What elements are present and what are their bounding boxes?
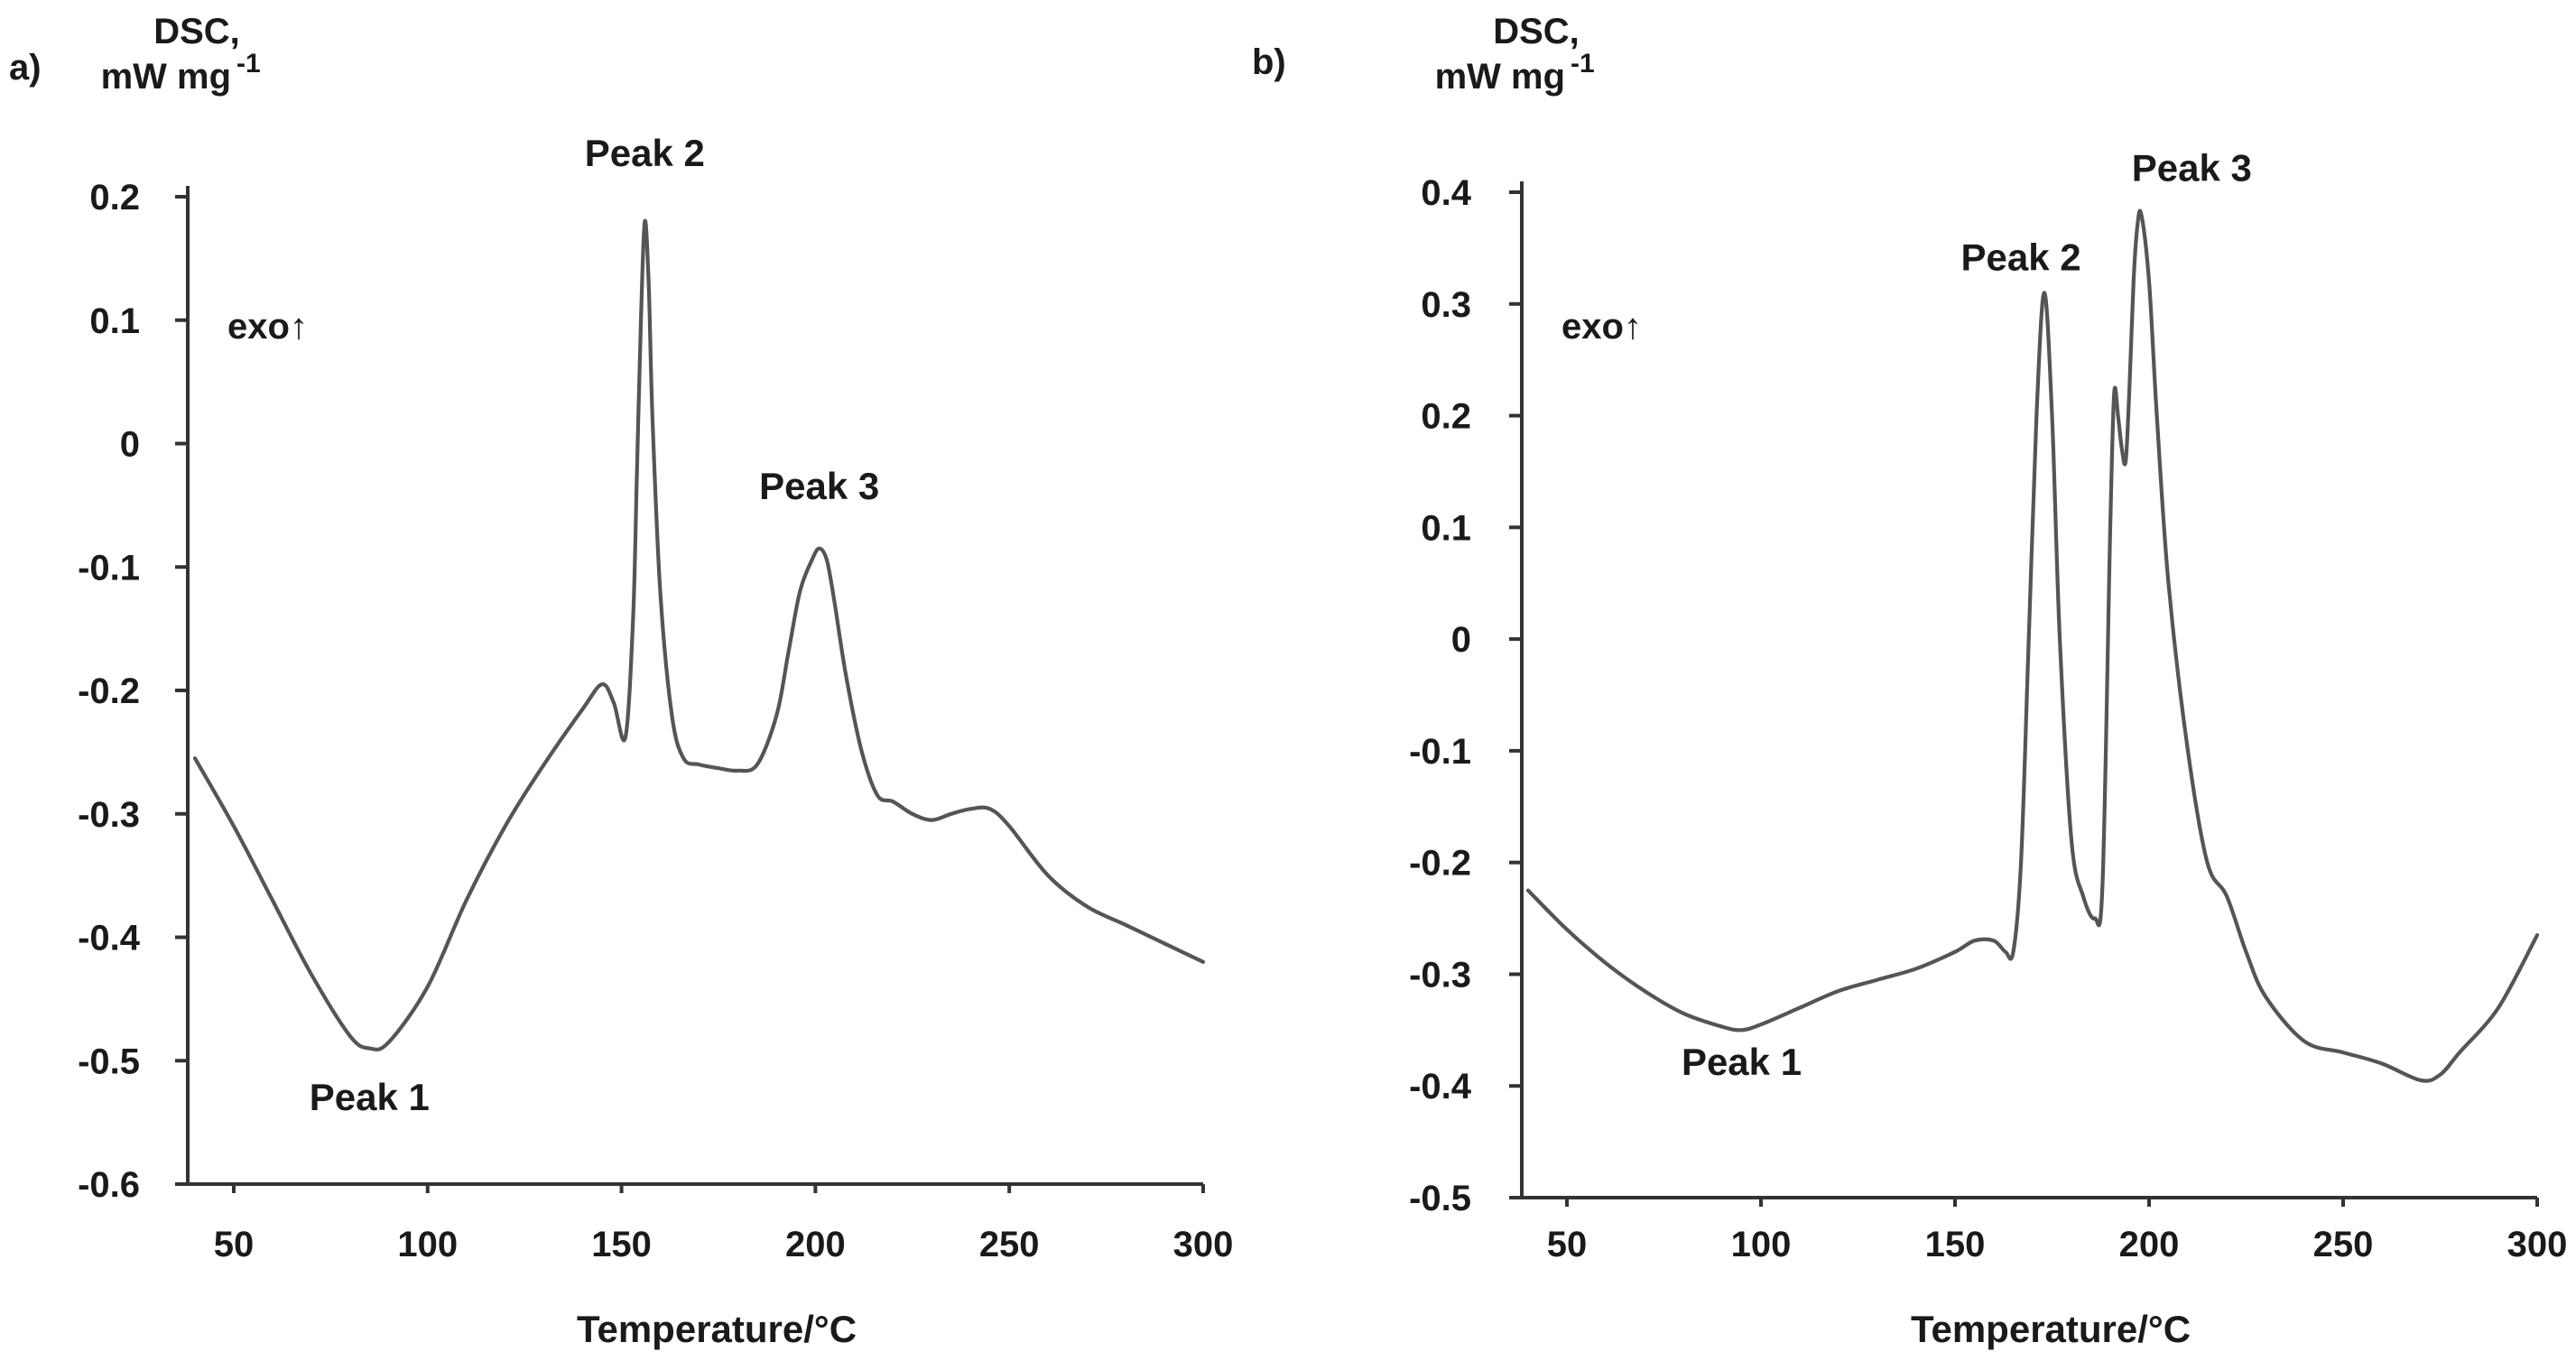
panel-b-xlabel: Temperature/°C <box>1911 1308 2191 1350</box>
x-tick-label: 200 <box>785 1225 846 1264</box>
x-tick-label: 300 <box>1173 1225 1234 1264</box>
panel-b-axes <box>1520 181 2537 1199</box>
panel-b-xticks: 50 100 150 200 250 300 <box>1547 1198 2568 1264</box>
panel-a-ylabel-line1: DSC, <box>153 12 240 51</box>
x-tick-label: 250 <box>979 1225 1040 1264</box>
y-tick-label: 0 <box>1451 620 1471 660</box>
y-tick-label: 0.1 <box>1421 508 1471 548</box>
x-tick-label: 100 <box>397 1225 458 1264</box>
x-tick-label: 150 <box>591 1225 652 1264</box>
panel-b-annotations: Peak 1 Peak 2 Peak 3 <box>1682 147 2252 1083</box>
panel-a-ylabel-line2: mW mg <box>101 57 231 97</box>
x-tick-label: 50 <box>214 1225 255 1264</box>
panel-b-dsc-curve <box>1525 208 2540 1083</box>
x-tick-label: 100 <box>1731 1225 1792 1264</box>
y-tick-label: -0.1 <box>78 548 140 588</box>
x-tick-label: 200 <box>2119 1225 2180 1264</box>
y-tick-label: -0.4 <box>78 919 141 958</box>
y-tick-label: -0.1 <box>1409 732 1471 772</box>
panel-a-dsc-curve <box>192 218 1206 1052</box>
panel-b-ylabel-exponent: -1 <box>1571 49 1595 79</box>
panel-b-ylabel-line1: DSC, <box>1493 12 1580 51</box>
panel-b-ylabel-line2: mW mg <box>1435 57 1565 97</box>
peak-annotation: Peak 3 <box>2132 147 2252 190</box>
x-tick-label: 50 <box>1547 1225 1588 1264</box>
panel-a-xticks: 50 100 150 200 250 300 <box>214 1184 1234 1264</box>
panel-b: b) DSC, mW mg -1 exo↑ Temperature/°C 0.4… <box>1252 12 2567 1350</box>
panel-a-yticks: 0.2 0.1 0 -0.1 -0.2 -0.3 -0.4 -0.5 -0.6 <box>78 178 188 1205</box>
y-tick-label: -0.4 <box>1409 1067 1472 1106</box>
y-tick-label: -0.6 <box>78 1165 140 1205</box>
y-tick-label: 0.4 <box>1421 173 1471 213</box>
y-tick-label: -0.2 <box>78 671 140 711</box>
peak-annotation: Peak 2 <box>1961 236 2081 279</box>
y-tick-label: 0.2 <box>1421 397 1471 437</box>
panel-b-label: b) <box>1252 42 1286 82</box>
peak-annotation: Peak 1 <box>1682 1041 1802 1083</box>
x-tick-label: 250 <box>2313 1225 2374 1264</box>
y-tick-label: 0.2 <box>89 178 140 218</box>
y-tick-label: -0.5 <box>78 1042 140 1081</box>
panel-a-ylabel-exponent: -1 <box>236 49 261 79</box>
y-tick-label: 0.3 <box>1421 285 1471 325</box>
panel-a-exo-label: exo↑ <box>227 307 308 347</box>
panel-b-yticks: 0.4 0.3 0.2 0.1 0 -0.1 -0.2 -0.3 -0.4 -0.5 <box>1409 173 1522 1218</box>
x-tick-label: 150 <box>1925 1225 1986 1264</box>
y-tick-label: -0.3 <box>1409 955 1471 995</box>
y-tick-label: 0.1 <box>89 301 140 341</box>
y-tick-label: -0.3 <box>78 795 140 835</box>
panel-b-exo-label: exo↑ <box>1561 307 1642 347</box>
panel-a-annotations: Peak 1 Peak 2 Peak 3 <box>310 132 879 1118</box>
y-tick-label: -0.5 <box>1409 1179 1471 1218</box>
x-tick-label: 300 <box>2507 1225 2568 1264</box>
panel-a-label: a) <box>9 48 42 88</box>
peak-annotation: Peak 3 <box>759 465 879 507</box>
y-tick-label: -0.2 <box>1409 844 1471 884</box>
panel-a-axes <box>186 186 1203 1186</box>
peak-annotation: Peak 1 <box>310 1076 430 1118</box>
panel-a: a) DSC, mW mg -1 exo↑ Temperature/°C 0.2… <box>9 12 1233 1350</box>
panel-a-xlabel: Temperature/°C <box>577 1308 857 1350</box>
y-tick-label: 0 <box>120 425 140 465</box>
peak-annotation: Peak 2 <box>585 132 705 174</box>
